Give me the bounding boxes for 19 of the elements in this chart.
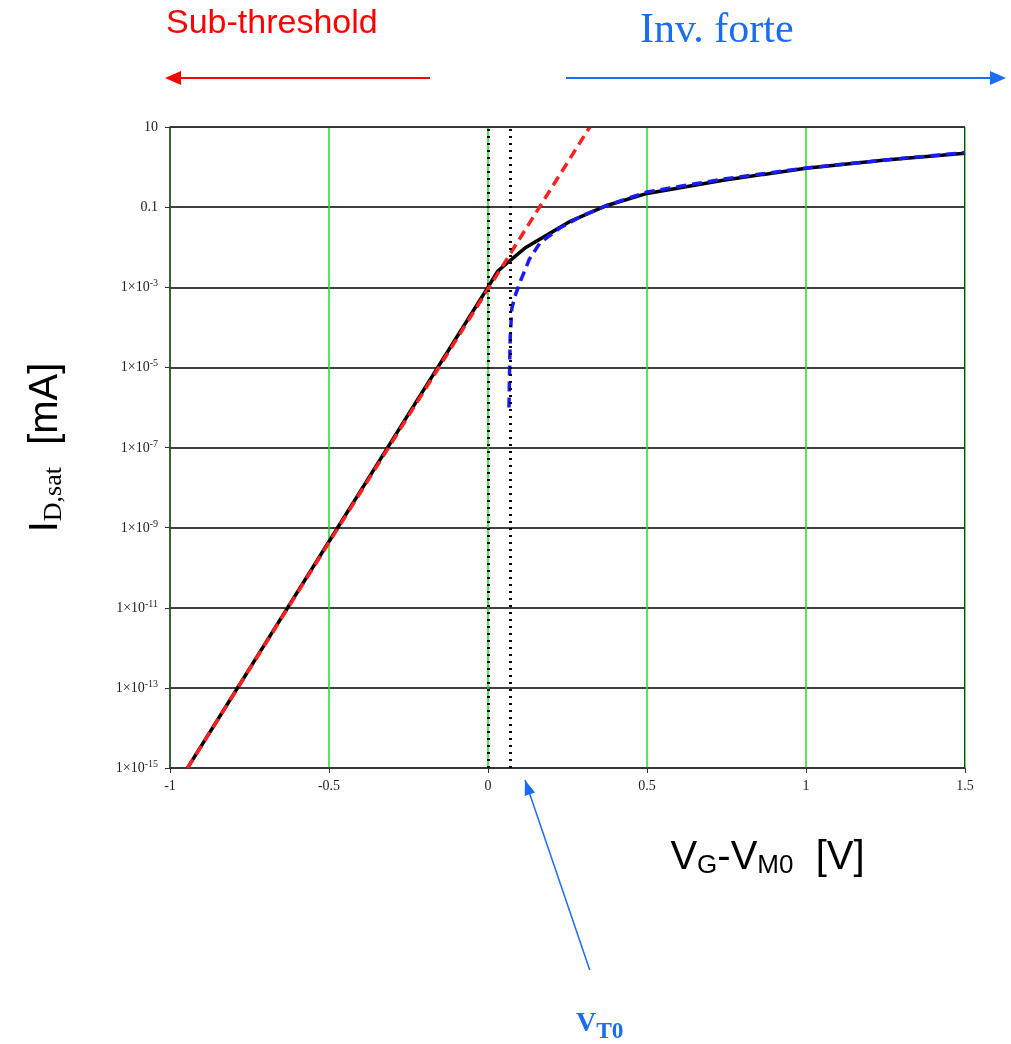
x-tick-label: 0 xyxy=(484,777,492,793)
y-tick-label: 1×10$^{-9}$ xyxy=(120,517,158,537)
x-tick-label: 1.5 xyxy=(956,777,974,793)
y-tick-label: 10 xyxy=(144,118,158,136)
x-tick-label: 0.5 xyxy=(638,777,656,793)
y-tick-label: 1×10$^{-3}$ xyxy=(120,277,158,297)
x-tick-label: 1 xyxy=(802,777,810,793)
text: Sub-threshold xyxy=(166,2,378,41)
x-tick-label: -1 xyxy=(164,777,176,793)
y-tick-label: 0.1 xyxy=(140,198,158,217)
y-tick-label: 1×10$^{-7}$ xyxy=(120,437,158,457)
y-tick-label: 1×10$^{-15}$ xyxy=(115,758,158,777)
y-tick-label: 1×10$^{-5}$ xyxy=(120,357,158,377)
text: Inv. forte xyxy=(640,4,794,52)
y-tick-label: 1×10$^{-11}$ xyxy=(116,597,158,617)
text: V$_{T0}$ xyxy=(576,1006,624,1044)
x-tick-label: -0.5 xyxy=(317,777,341,793)
y-axis-title: ID,sat [mA] xyxy=(21,362,67,533)
y-tick-label: 1×10$^{-13}$ xyxy=(115,677,158,697)
